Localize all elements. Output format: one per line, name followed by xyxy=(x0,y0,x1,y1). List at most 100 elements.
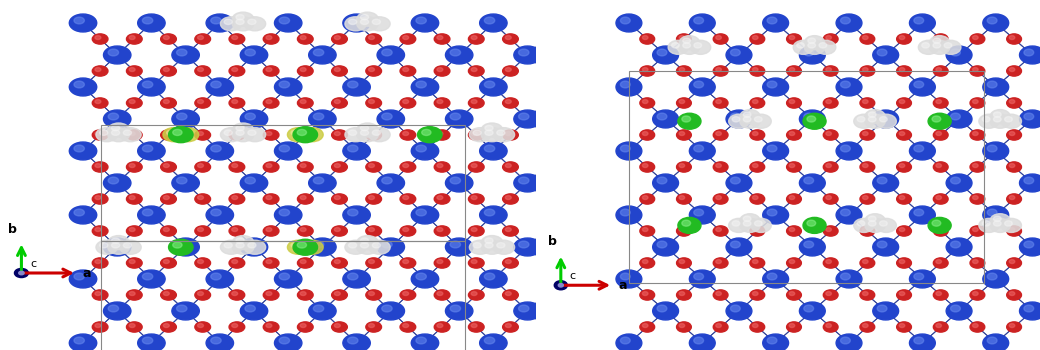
Circle shape xyxy=(229,290,244,300)
Circle shape xyxy=(1009,163,1015,168)
Circle shape xyxy=(716,228,722,231)
Circle shape xyxy=(301,260,306,264)
Circle shape xyxy=(160,322,177,332)
Circle shape xyxy=(716,36,722,40)
Circle shape xyxy=(944,43,952,48)
Circle shape xyxy=(347,17,358,24)
Circle shape xyxy=(163,68,170,71)
Circle shape xyxy=(739,114,760,128)
Circle shape xyxy=(836,142,862,160)
Circle shape xyxy=(95,132,101,135)
Circle shape xyxy=(946,302,972,320)
Circle shape xyxy=(789,132,795,135)
Circle shape xyxy=(990,114,1010,128)
Circle shape xyxy=(552,337,563,344)
Circle shape xyxy=(343,14,370,32)
Circle shape xyxy=(229,34,244,44)
Circle shape xyxy=(836,78,862,96)
Circle shape xyxy=(435,162,450,172)
Circle shape xyxy=(142,145,153,152)
Circle shape xyxy=(896,130,911,140)
Circle shape xyxy=(762,78,788,96)
Circle shape xyxy=(366,98,382,108)
Circle shape xyxy=(694,209,704,216)
Text: c: c xyxy=(30,259,36,269)
Circle shape xyxy=(643,292,648,295)
Circle shape xyxy=(108,123,129,137)
Circle shape xyxy=(168,127,193,143)
Circle shape xyxy=(232,260,238,264)
Circle shape xyxy=(862,228,868,231)
Circle shape xyxy=(232,228,238,231)
Circle shape xyxy=(279,81,289,88)
Circle shape xyxy=(972,324,979,328)
Circle shape xyxy=(750,226,764,236)
Circle shape xyxy=(435,290,450,300)
Circle shape xyxy=(540,324,545,328)
Circle shape xyxy=(993,112,1002,117)
Circle shape xyxy=(972,228,979,231)
Circle shape xyxy=(70,78,97,96)
Circle shape xyxy=(865,114,885,128)
Circle shape xyxy=(690,206,716,224)
Circle shape xyxy=(933,130,948,140)
Circle shape xyxy=(479,206,508,224)
Circle shape xyxy=(129,68,135,71)
Circle shape xyxy=(291,243,300,248)
Circle shape xyxy=(987,17,997,24)
Circle shape xyxy=(930,40,950,54)
Circle shape xyxy=(313,49,323,56)
Circle shape xyxy=(450,113,461,120)
Circle shape xyxy=(862,196,868,199)
Circle shape xyxy=(1007,258,1021,268)
Circle shape xyxy=(800,302,826,320)
Circle shape xyxy=(382,49,392,56)
Circle shape xyxy=(275,14,302,32)
Circle shape xyxy=(914,273,924,280)
Circle shape xyxy=(803,113,826,129)
Circle shape xyxy=(95,228,101,231)
Circle shape xyxy=(548,14,575,32)
Circle shape xyxy=(970,258,985,268)
Circle shape xyxy=(768,17,777,24)
Circle shape xyxy=(877,241,887,248)
Circle shape xyxy=(1007,34,1021,44)
Circle shape xyxy=(70,206,97,224)
Circle shape xyxy=(172,46,200,64)
Circle shape xyxy=(347,145,358,152)
Circle shape xyxy=(643,36,648,40)
Circle shape xyxy=(244,17,265,31)
Circle shape xyxy=(677,226,692,236)
Circle shape xyxy=(206,142,234,160)
Circle shape xyxy=(786,258,802,268)
Circle shape xyxy=(804,241,813,248)
Circle shape xyxy=(1007,66,1021,76)
Circle shape xyxy=(502,130,518,140)
Circle shape xyxy=(332,258,347,268)
Circle shape xyxy=(236,130,244,135)
Circle shape xyxy=(1024,241,1034,248)
Circle shape xyxy=(713,322,728,332)
Circle shape xyxy=(505,292,512,295)
Circle shape xyxy=(368,240,390,254)
Circle shape xyxy=(163,128,184,142)
Circle shape xyxy=(505,100,512,104)
Circle shape xyxy=(368,196,374,199)
Circle shape xyxy=(301,36,306,40)
Circle shape xyxy=(970,226,985,236)
Circle shape xyxy=(909,142,935,160)
Circle shape xyxy=(297,226,313,236)
Circle shape xyxy=(471,100,477,104)
Circle shape xyxy=(786,130,802,140)
Circle shape xyxy=(482,236,502,250)
Circle shape xyxy=(127,322,142,332)
Circle shape xyxy=(450,305,461,312)
Circle shape xyxy=(868,221,876,226)
Circle shape xyxy=(936,292,941,295)
Circle shape xyxy=(361,19,368,25)
Circle shape xyxy=(970,290,985,300)
Circle shape xyxy=(932,220,941,226)
Circle shape xyxy=(818,43,827,48)
Circle shape xyxy=(100,130,108,135)
Circle shape xyxy=(713,34,728,44)
